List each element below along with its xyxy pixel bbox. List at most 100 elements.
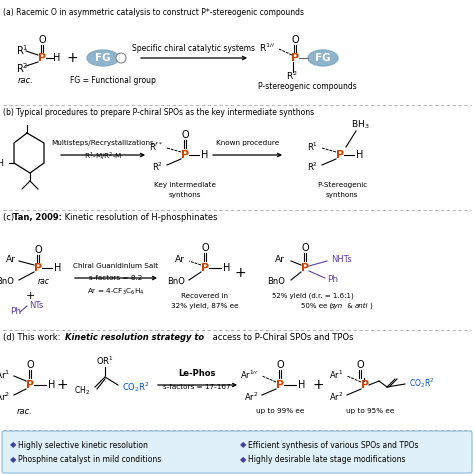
Text: (d) This work:: (d) This work: [3,333,63,342]
Text: H: H [54,263,61,273]
Text: Multisteps/Recrystallizations: Multisteps/Recrystallizations [52,140,155,146]
Text: Le-Phos: Le-Phos [178,368,216,377]
Text: BnO: BnO [0,277,14,286]
Text: syn: syn [331,303,343,309]
Text: Ar = 4-CF$_3$C$_6$H$_4$: Ar = 4-CF$_3$C$_6$H$_4$ [87,287,145,297]
Text: Ar$^2$: Ar$^2$ [0,391,10,403]
Text: P-stereogenic compounds: P-stereogenic compounds [258,82,356,91]
Text: +: + [66,51,78,65]
Text: H: H [223,263,230,273]
Text: R$^1$-M/R$^2$-M: R$^1$-M/R$^2$-M [84,151,122,163]
Text: Ph: Ph [327,275,338,284]
Text: P: P [38,53,46,63]
Text: Kinetic resolution strategy to: Kinetic resolution strategy to [65,333,204,342]
Text: Ar: Ar [175,255,185,264]
Text: BH$_3$: BH$_3$ [351,119,369,131]
Text: +: + [56,378,68,392]
Text: Kinetic resolution of H-phosphinates: Kinetic resolution of H-phosphinates [62,213,218,222]
Text: Ph: Ph [10,308,21,317]
Text: anti: anti [355,303,368,309]
Text: O: O [181,130,189,140]
Text: NTs: NTs [29,301,44,310]
Text: Highly selective kinetic resolution: Highly selective kinetic resolution [18,440,148,449]
Text: OR$^1$: OR$^1$ [96,355,114,367]
Text: synthons: synthons [326,192,358,198]
Text: H: H [48,380,55,390]
Text: P: P [336,150,344,160]
Text: up to 99% ee: up to 99% ee [256,408,304,414]
Text: (b) Typical procedures to prepare P-chiral SPOs as the key intermediate synthons: (b) Typical procedures to prepare P-chir… [3,108,314,117]
Text: Phosphine catalyst in mild conditions: Phosphine catalyst in mild conditions [18,456,161,465]
Text: Ar$^{1\prime\prime}$: Ar$^{1\prime\prime}$ [240,369,258,381]
Text: rac.: rac. [17,407,33,416]
Text: R$^2$: R$^2$ [16,61,28,75]
Text: Known procedure: Known procedure [216,140,280,146]
Text: 50% ee (: 50% ee ( [301,303,332,309]
Text: P: P [34,263,42,273]
Text: P: P [26,380,34,390]
Text: O: O [356,360,364,370]
Text: R$^2$: R$^2$ [307,161,318,173]
Text: R$^2$: R$^2$ [152,161,163,173]
Text: P: P [361,380,369,390]
Text: BnO: BnO [267,277,285,286]
Text: (c): (c) [3,213,17,222]
Text: H: H [201,150,209,160]
Text: P: P [276,380,284,390]
Text: P: P [181,150,189,160]
Text: O: O [26,360,34,370]
Text: P-Stereogenic: P-Stereogenic [317,182,367,188]
Text: CO$_2$R$^2$: CO$_2$R$^2$ [409,376,434,390]
Text: Ar: Ar [275,255,285,264]
Text: +: + [25,291,35,301]
Text: FG: FG [95,53,111,63]
Text: &: & [345,303,355,309]
Text: 52% yield (d.r. = 1.6:1): 52% yield (d.r. = 1.6:1) [272,293,354,299]
Text: CO$_2$R$^2$: CO$_2$R$^2$ [122,380,150,394]
Text: ◆: ◆ [240,440,246,449]
Text: rac.: rac. [18,75,34,84]
Text: Ar$^2$: Ar$^2$ [244,391,258,403]
Text: H: H [356,150,364,160]
Text: $\mathrm{CH_2}$: $\mathrm{CH_2}$ [74,385,90,397]
Text: P: P [201,263,209,273]
Text: O: O [201,243,209,253]
Text: BnO: BnO [167,277,185,286]
Text: P: P [301,263,309,273]
Circle shape [116,53,126,63]
Text: +: + [312,378,324,392]
Text: O: O [291,35,299,45]
Text: Recovered in: Recovered in [182,293,228,299]
Text: Ar$^1$: Ar$^1$ [328,369,343,381]
Text: NHTs: NHTs [331,255,352,264]
Text: OH: OH [0,158,4,167]
Text: ): ) [369,303,372,309]
Text: Ar$^2$: Ar$^2$ [328,391,343,403]
Text: H: H [298,380,305,390]
FancyBboxPatch shape [2,431,472,473]
Text: Chiral Guanidinium Salt: Chiral Guanidinium Salt [73,263,159,269]
Text: +: + [234,266,246,280]
Text: (a) Racemic O in asymmetric catalysis to construct P*-stereogenic compounds: (a) Racemic O in asymmetric catalysis to… [3,8,304,17]
Text: 32% yield, 87% ee: 32% yield, 87% ee [171,303,239,309]
Text: s-factors = 8.2: s-factors = 8.2 [89,275,143,281]
Text: R$^1$: R$^1$ [16,43,28,57]
Text: Ar: Ar [6,255,16,264]
Text: O: O [276,360,284,370]
Text: R$^2$: R$^2$ [286,70,298,82]
Text: R$^1$: R$^1$ [307,141,318,153]
Text: ◆: ◆ [240,456,246,465]
Text: ◆: ◆ [10,440,17,449]
Text: ◆: ◆ [10,456,17,465]
Text: Specific chiral catalytic systems: Specific chiral catalytic systems [133,44,255,53]
Text: O: O [34,245,42,255]
Text: O: O [38,35,46,45]
Text: up to 95% ee: up to 95% ee [346,408,394,414]
Text: Efficient synthesis of various SPOs and TPOs: Efficient synthesis of various SPOs and … [248,440,419,449]
Text: R$^{f*}$: R$^{f*}$ [149,141,163,153]
Text: P: P [291,53,299,63]
Text: C: C [104,381,106,382]
Ellipse shape [308,50,338,66]
Text: Highly desirable late stage modifications: Highly desirable late stage modification… [248,456,405,465]
Text: Key intermediate: Key intermediate [154,182,216,188]
